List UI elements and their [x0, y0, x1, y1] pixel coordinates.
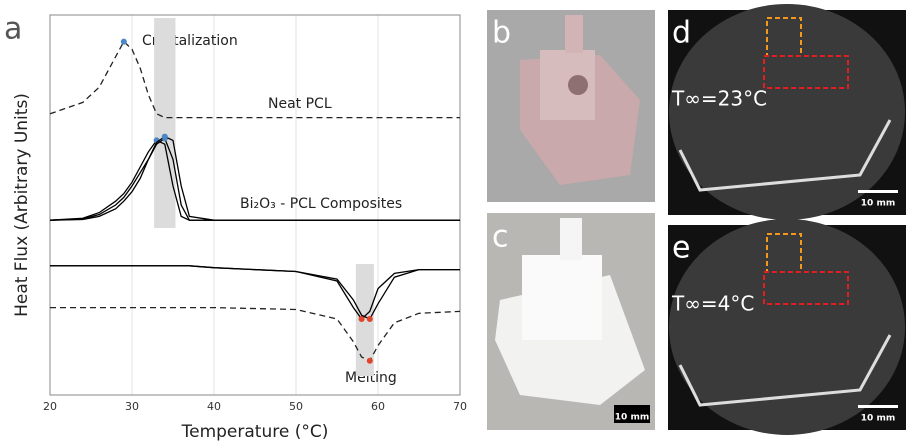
line	[50, 265, 460, 320]
panel-label: a	[4, 12, 22, 47]
boat-window	[568, 75, 588, 95]
line	[50, 306, 461, 362]
x-tick-label: 40	[207, 400, 221, 413]
annotation: Bi₂O₃ - PCL Composites	[240, 196, 402, 212]
ct-panel: T∞=23°C 10 mm d	[668, 4, 906, 220]
ct-panel: T∞=4°C 10 mm e	[668, 219, 906, 435]
line	[49, 40, 460, 119]
boat-chimney	[565, 15, 583, 53]
boat-chimney	[560, 218, 582, 260]
y-axis-label: Heat Flux (Arbitrary Units)	[12, 93, 32, 317]
highlight-box	[763, 55, 849, 89]
shaded-range	[355, 264, 374, 376]
scale-bar-box	[614, 405, 650, 423]
line	[50, 265, 460, 320]
annotation: Neat PCL	[268, 96, 332, 112]
plot-frame	[49, 14, 461, 396]
x-tick-label: 30	[125, 400, 139, 413]
ct-structure	[678, 119, 892, 192]
photo-panel: 10 mm c	[487, 213, 655, 430]
panel-label: b	[492, 16, 511, 51]
photo-panel: b	[487, 10, 655, 202]
x-tick-label: 70	[453, 400, 467, 413]
ct-structure	[678, 334, 892, 407]
line	[49, 135, 460, 221]
peak-marker	[358, 316, 365, 322]
shaded-range	[154, 18, 176, 228]
peak-marker	[366, 316, 373, 322]
peak-marker	[161, 133, 168, 140]
x-tick-label: 20	[43, 400, 57, 413]
x-tick-label: 50	[289, 400, 303, 413]
ct-field	[669, 4, 905, 220]
ct-field	[669, 219, 905, 435]
scale-bar	[858, 190, 898, 193]
panel-label: c	[492, 220, 509, 255]
scale-bar-label: 10 mm	[861, 414, 895, 424]
peak-marker	[366, 357, 373, 364]
temperature-label: T∞=23°C	[671, 87, 767, 111]
scale-bar-label: 10 mm	[615, 413, 649, 423]
scale-bar-label: 10 mm	[861, 199, 895, 209]
peak-marker	[120, 38, 127, 45]
panel-label: d	[672, 16, 691, 51]
panel-label: e	[672, 231, 690, 266]
scale-bar	[858, 405, 898, 408]
temperature-label: T∞=4°C	[671, 292, 754, 316]
x-tick-label: 60	[371, 400, 385, 413]
boat-cabin	[522, 255, 602, 340]
highlight-box	[763, 271, 849, 305]
x-axis-label: Temperature (°C)	[181, 422, 329, 442]
